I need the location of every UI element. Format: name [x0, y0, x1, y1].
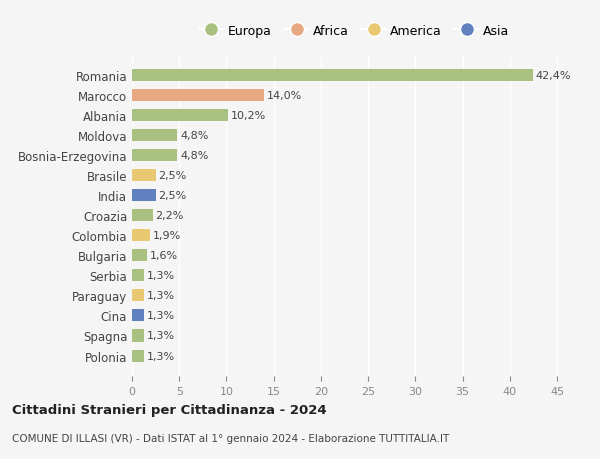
Bar — [132, 110, 229, 122]
Text: 4,8%: 4,8% — [180, 151, 209, 161]
Text: 1,3%: 1,3% — [147, 351, 175, 361]
Bar — [132, 170, 155, 182]
Text: COMUNE DI ILLASI (VR) - Dati ISTAT al 1° gennaio 2024 - Elaborazione TUTTITALIA.: COMUNE DI ILLASI (VR) - Dati ISTAT al 1°… — [12, 433, 449, 442]
Text: 1,3%: 1,3% — [147, 331, 175, 341]
Bar — [132, 350, 144, 362]
Bar — [132, 330, 144, 342]
Bar — [132, 290, 144, 302]
Bar — [132, 70, 533, 82]
Text: 4,8%: 4,8% — [180, 131, 209, 141]
Text: 1,9%: 1,9% — [153, 231, 181, 241]
Text: 2,2%: 2,2% — [155, 211, 184, 221]
Text: 2,5%: 2,5% — [158, 191, 187, 201]
Text: 1,3%: 1,3% — [147, 271, 175, 281]
Bar — [132, 230, 150, 242]
Text: 2,5%: 2,5% — [158, 171, 187, 181]
Text: 10,2%: 10,2% — [231, 111, 266, 121]
Text: Cittadini Stranieri per Cittadinanza - 2024: Cittadini Stranieri per Cittadinanza - 2… — [12, 403, 326, 416]
Bar — [132, 190, 155, 202]
Bar — [132, 210, 153, 222]
Bar — [132, 90, 264, 102]
Text: 14,0%: 14,0% — [267, 91, 302, 101]
Text: 1,3%: 1,3% — [147, 311, 175, 321]
Text: 1,3%: 1,3% — [147, 291, 175, 301]
Text: 42,4%: 42,4% — [535, 71, 571, 81]
Bar — [132, 270, 144, 282]
Text: 1,6%: 1,6% — [150, 251, 178, 261]
Bar — [132, 310, 144, 322]
Bar — [132, 150, 178, 162]
Legend: Europa, Africa, America, Asia: Europa, Africa, America, Asia — [194, 20, 514, 43]
Bar — [132, 130, 178, 142]
Bar — [132, 250, 147, 262]
